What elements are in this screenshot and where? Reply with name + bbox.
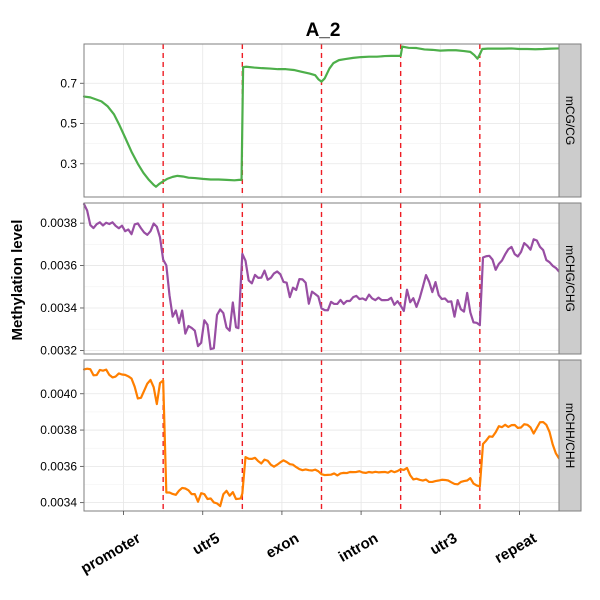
panel-1: 0.3 0.5 0.7 mCG/CG — [60, 43, 582, 198]
y-tick-label: 0.3 — [60, 157, 77, 171]
y-tick-label: 0.0036 — [40, 259, 77, 273]
series-line-3 — [82, 367, 561, 508]
chart-title: A_2 — [306, 20, 341, 41]
y-tick-label: 0.0038 — [40, 216, 77, 230]
x-tick-label: promoter — [78, 530, 144, 578]
facet-strip — [558, 202, 582, 355]
x-tick-label: exon — [263, 530, 302, 562]
y-tick-label: 0.0036 — [40, 459, 77, 473]
y-tick-label: 0.5 — [60, 117, 77, 131]
x-tick-label: repeat — [492, 530, 539, 567]
facet-strip-label: mCHG/CHG — [563, 245, 577, 312]
y-tick-label: 0.7 — [60, 76, 77, 90]
x-tick-label: utr5 — [190, 530, 223, 559]
y-tick-label: 0.0034 — [40, 301, 77, 315]
facet-strip-label: mCG/CG — [563, 96, 577, 145]
facet-strip — [558, 359, 582, 512]
y-tick-label: 0.0038 — [40, 423, 77, 437]
y-axis-label: Methylation level — [9, 220, 26, 341]
x-tick-label: intron — [336, 530, 381, 566]
panel-2: 0.0032 0.0034 0.0036 0.0038 mCHG/CHG — [40, 202, 582, 357]
y-tick-label: 0.0040 — [40, 387, 77, 401]
panel-3: 0.0034 0.0036 0.0038 0.0040 mCHH/CHH — [40, 359, 582, 512]
y-tick-label: 0.0032 — [40, 343, 77, 357]
series-line-2 — [82, 202, 561, 351]
facet-strip-label: mCHH/CHH — [563, 403, 577, 468]
series-line-1 — [82, 45, 561, 188]
y-tick-label: 0.0034 — [40, 496, 77, 510]
facet-strip — [558, 43, 582, 198]
x-tick-label: utr3 — [427, 530, 460, 559]
